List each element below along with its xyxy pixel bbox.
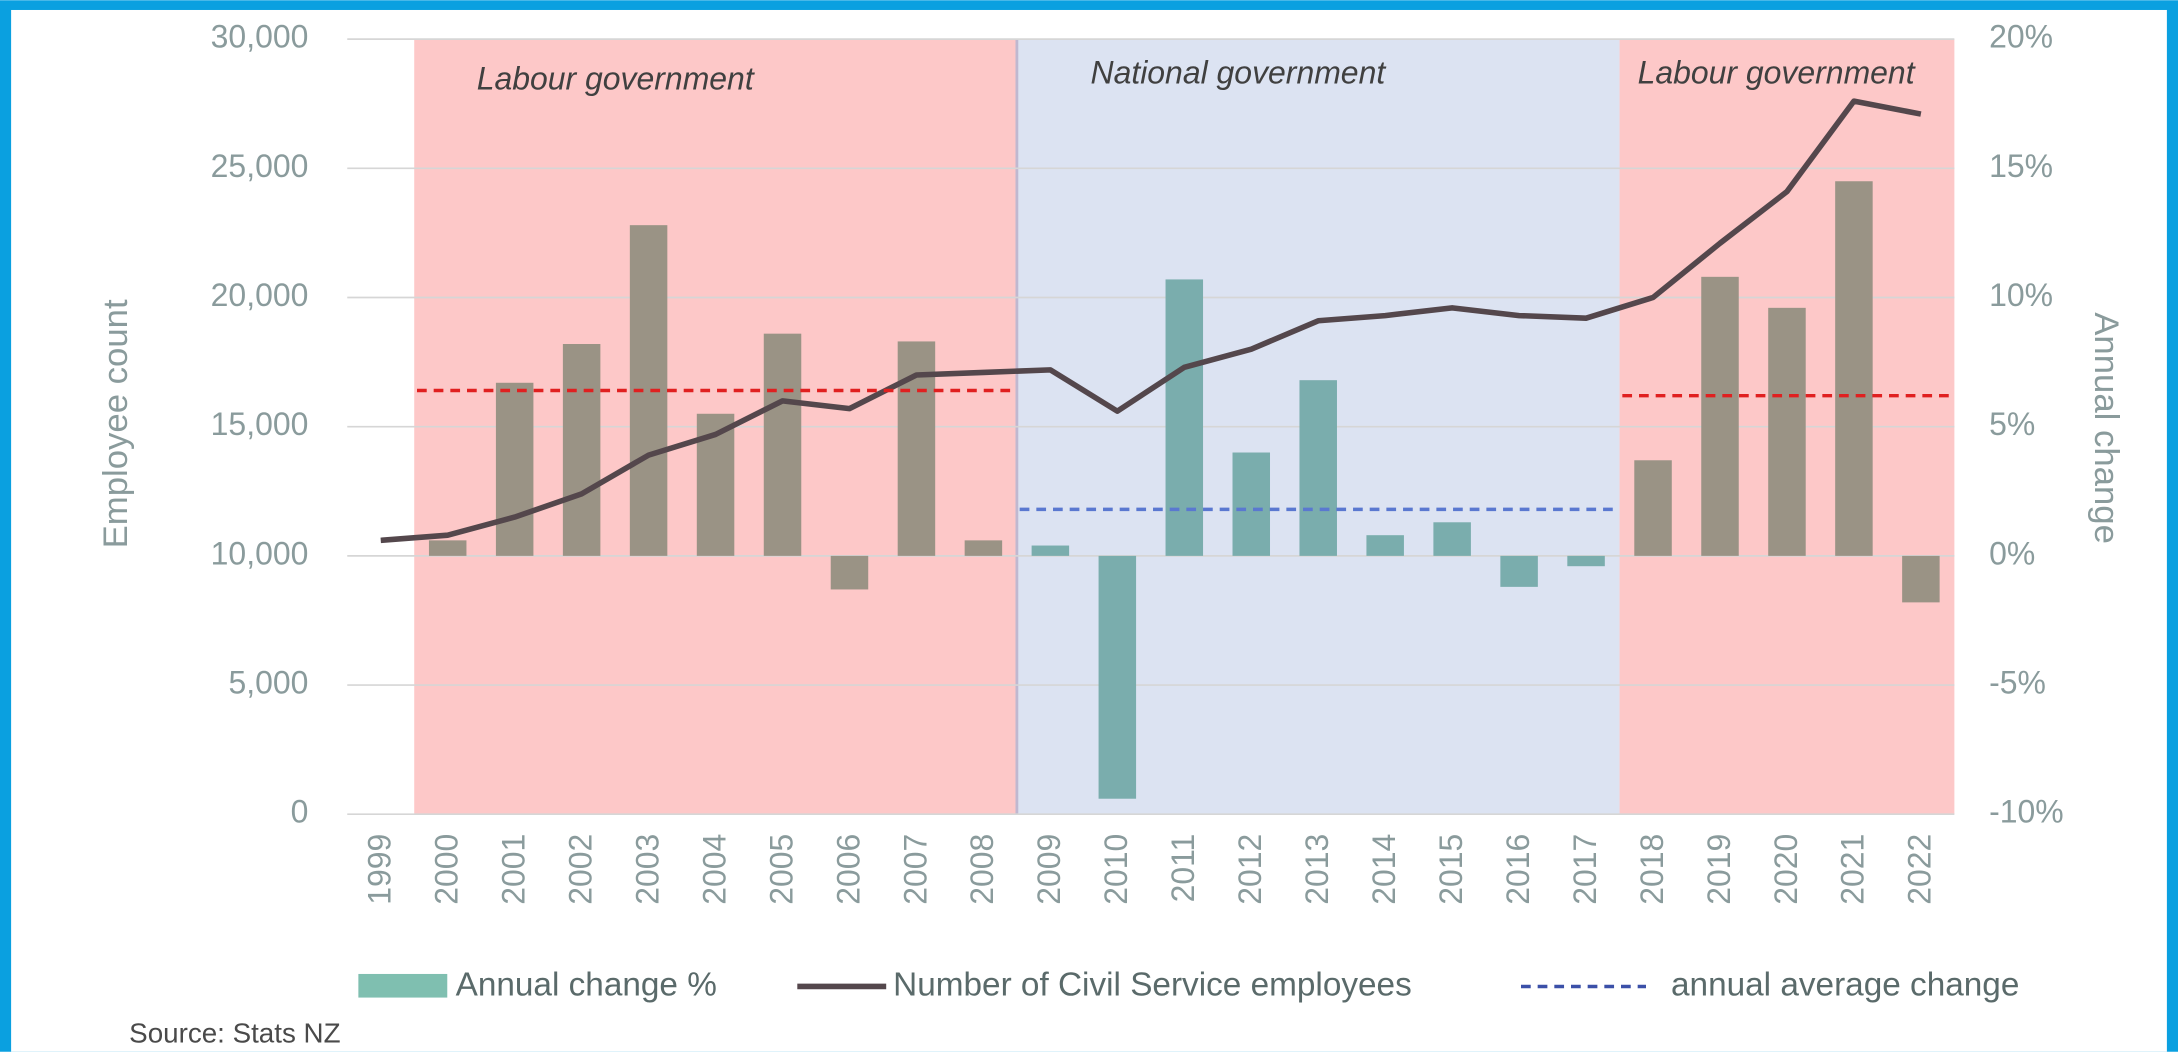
- bar: [1433, 522, 1471, 556]
- line: [380, 98, 1922, 544]
- x-tick-label: 2004: [696, 834, 732, 905]
- x-tick-label: 2010: [1098, 834, 1134, 905]
- x-tick-label: 2018: [1634, 834, 1670, 905]
- x-tick-label: 2016: [1500, 834, 1536, 905]
- bar: [1366, 535, 1404, 556]
- x-tick-label: 2008: [964, 834, 1000, 905]
- source: Source: Stats NZ: [129, 1017, 340, 1048]
- y-tick-label: 25,000: [211, 148, 309, 184]
- period-label: National government: [1091, 55, 1387, 91]
- bar: [1567, 555, 1605, 567]
- x-tick-label: 2005: [763, 834, 799, 905]
- x-tick-label: 2021: [1835, 834, 1871, 905]
- y2-tick-label: 10%: [1989, 277, 2053, 313]
- x-tick-label: 2009: [1031, 834, 1067, 905]
- x-tick-label: 2007: [897, 834, 933, 905]
- bar: [1634, 460, 1672, 556]
- y2-tick-label: 5%: [1989, 406, 2035, 442]
- bar: [1299, 380, 1337, 556]
- x-tick-label: 2002: [562, 834, 598, 905]
- y2-tick-label: -10%: [1989, 794, 2064, 830]
- x-tick-label: 2014: [1366, 834, 1402, 905]
- bar: [1701, 276, 1739, 556]
- bar: [495, 382, 534, 556]
- period-label: Labour government: [477, 60, 755, 96]
- x-tick-label: 2000: [429, 834, 465, 905]
- y-tick-label: 15,000: [211, 406, 309, 442]
- y-tick-label: 10,000: [211, 535, 309, 571]
- bar: [1500, 555, 1538, 587]
- x-tick-label: 2012: [1232, 834, 1268, 905]
- bar: [1031, 545, 1070, 556]
- bar: [428, 540, 467, 556]
- y-tick-label: 20,000: [211, 277, 309, 313]
- legend-swatch: [358, 973, 448, 998]
- y2-tick-label: 0%: [1989, 535, 2035, 571]
- x-tick-label: 2001: [495, 834, 531, 905]
- x-tick-label: 1999: [362, 834, 398, 905]
- bar: [1165, 279, 1204, 556]
- bar: [830, 555, 869, 590]
- x-tick-label: 2019: [1701, 834, 1737, 905]
- y-axis-label: Employee count: [97, 299, 135, 548]
- bar: [1098, 555, 1137, 799]
- bar: [1232, 452, 1271, 556]
- bar: [1835, 181, 1873, 556]
- bar: [1902, 555, 1940, 603]
- x-tick-label: 2017: [1567, 834, 1603, 905]
- x-tick-label: 2011: [1165, 834, 1201, 903]
- legend-label: annual average change: [1671, 966, 2019, 1003]
- y2-tick-label: 20%: [1989, 19, 2053, 55]
- bar: [964, 540, 1003, 556]
- period-label: Labour government: [1638, 55, 1916, 91]
- y2-tick-label: 15%: [1989, 148, 2053, 184]
- bar: [763, 333, 802, 556]
- x-tick-label: 2020: [1768, 834, 1804, 905]
- legend-label: Number of Civil Service employees: [893, 966, 1412, 1003]
- y-tick-label: 30,000: [211, 19, 309, 55]
- x-tick-label: 2006: [830, 834, 866, 905]
- bar: [1768, 307, 1806, 556]
- y2-axis-label: Annual change: [2087, 312, 2125, 544]
- x-tick-label: 2022: [1902, 834, 1938, 905]
- y2-tick-label: -5%: [1989, 664, 2046, 700]
- x-tick-label: 2015: [1433, 834, 1469, 905]
- legend-label: Annual change %: [456, 966, 717, 1003]
- bar: [562, 344, 601, 556]
- y-tick-label: 0: [291, 794, 309, 830]
- x-tick-label: 2003: [629, 834, 665, 905]
- x-tick-label: 2013: [1299, 834, 1335, 905]
- y-tick-label: 5,000: [228, 664, 308, 700]
